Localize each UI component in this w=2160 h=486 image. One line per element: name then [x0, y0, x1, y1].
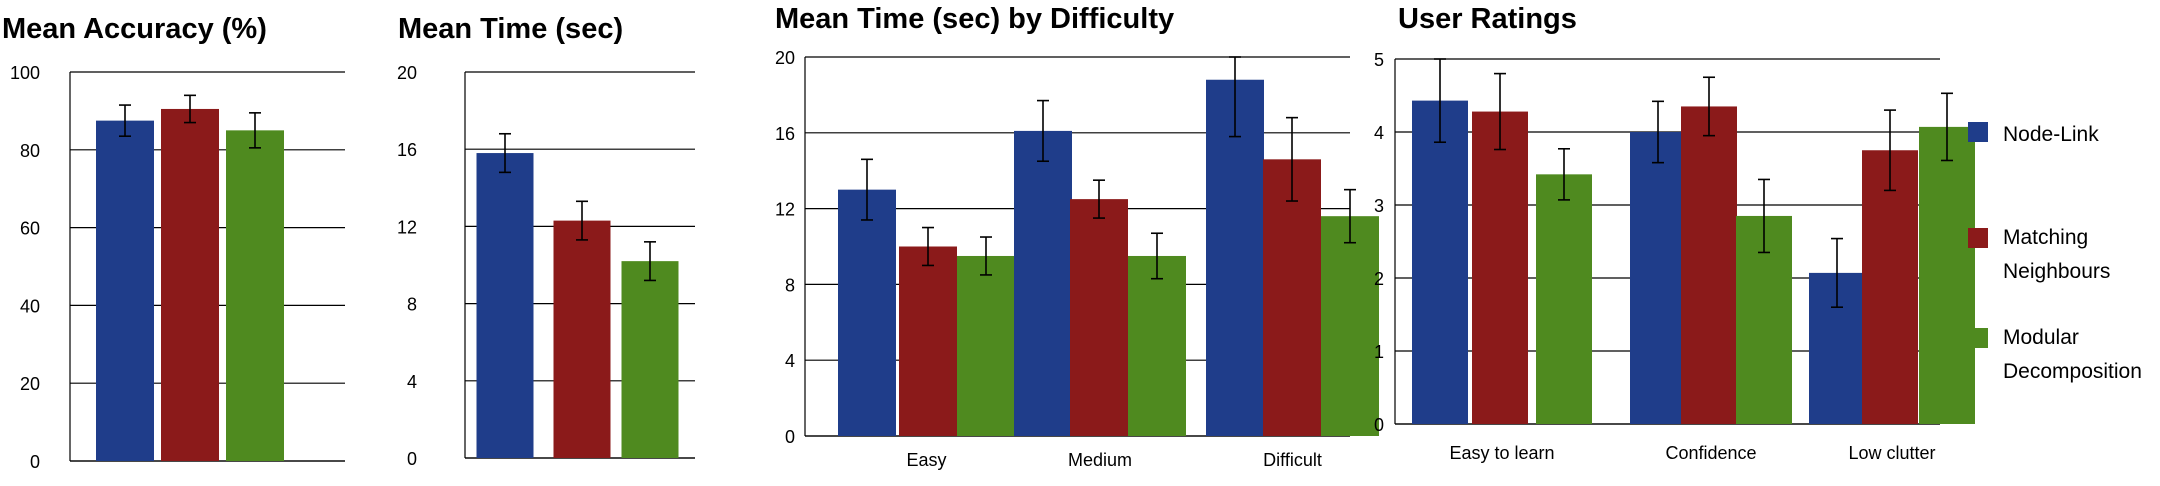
y-tick-label: 0 — [785, 427, 795, 447]
x-tick-label: Medium — [1068, 450, 1132, 470]
bar — [621, 261, 679, 458]
chart-panel-2: Mean Time (sec) 0 4 8 12 16 20 — [397, 13, 695, 469]
bar — [1263, 159, 1321, 436]
bar — [1014, 130, 1072, 436]
bar — [1412, 100, 1468, 425]
bar — [899, 246, 957, 436]
y-tick-label: 100 — [10, 63, 40, 83]
x-tick-label: Low clutter — [1848, 443, 1935, 463]
legend: Node-Link Matching Neighbours Modular Decomp… — [1968, 122, 2142, 383]
y-tick-label: 20 — [775, 48, 795, 68]
y-tick-label: 40 — [20, 296, 40, 316]
chart-panel-3: Mean Time (sec) by Difficulty 0 4 8 12 16 20 Ea… — [775, 3, 1379, 470]
y-tick-label: 0 — [407, 449, 417, 469]
bar — [161, 108, 219, 461]
y-tick-label: 8 — [407, 295, 417, 315]
bar — [1681, 106, 1737, 424]
y-tick-label: 80 — [20, 141, 40, 161]
bar — [1536, 174, 1592, 424]
legend-label: Decomposition — [2003, 360, 2142, 383]
y-tick-label: 8 — [785, 275, 795, 295]
chart-panel-4: User Ratings 0 1 2 3 4 5 Easy to learn Confidenc… — [1374, 3, 1975, 463]
legend-label: Neighbours — [2003, 260, 2110, 283]
y-tick-label: 3 — [1374, 196, 1384, 216]
bar — [1862, 150, 1918, 424]
bar — [96, 120, 154, 461]
y-tick-label: 2 — [1374, 269, 1384, 289]
legend-label: Node-Link — [2003, 123, 2099, 146]
bar — [476, 153, 534, 458]
chart-title: User Ratings — [1398, 3, 1577, 35]
x-tick-label: Easy to learn — [1449, 443, 1554, 463]
bar — [1630, 132, 1686, 424]
y-tick-label: 4 — [785, 351, 795, 371]
y-tick-label: 0 — [30, 452, 40, 472]
y-tick-label: 4 — [407, 372, 417, 392]
x-tick-label: Easy — [906, 450, 946, 470]
bar — [1070, 199, 1128, 436]
y-tick-label: 0 — [1374, 415, 1384, 435]
chart-title: Mean Time (sec) — [398, 13, 623, 45]
bar — [1206, 79, 1264, 437]
bar — [1919, 126, 1975, 424]
y-tick-label: 12 — [397, 217, 417, 237]
bar — [1321, 216, 1379, 436]
bar — [1472, 111, 1528, 424]
legend-label: Modular — [2003, 326, 2079, 349]
legend-swatch — [1968, 228, 1988, 248]
y-tick-label: 60 — [20, 219, 40, 239]
y-tick-label: 12 — [775, 200, 795, 220]
y-tick-label: 1 — [1374, 342, 1384, 362]
chart-panel-1: Mean Accuracy (%) 0 20 40 60 80 100 — [2, 13, 345, 472]
chart-title: Mean Time (sec) by Difficulty — [775, 3, 1174, 35]
y-tick-label: 20 — [397, 63, 417, 83]
legend-swatch — [1968, 328, 1988, 348]
y-tick-label: 16 — [397, 140, 417, 160]
bar — [226, 130, 284, 461]
bar — [957, 255, 1015, 436]
y-tick-label: 4 — [1374, 123, 1384, 143]
chart-title: Mean Accuracy (%) — [2, 13, 267, 45]
legend-swatch — [1968, 122, 1988, 142]
x-tick-label: Confidence — [1665, 443, 1756, 463]
legend-label: Matching — [2003, 226, 2088, 249]
bar — [553, 220, 611, 458]
x-tick-label: Difficult — [1263, 450, 1322, 470]
y-tick-label: 16 — [775, 124, 795, 144]
bar — [838, 189, 896, 436]
y-tick-label: 5 — [1374, 50, 1384, 70]
y-tick-label: 20 — [20, 374, 40, 394]
bar — [1128, 255, 1186, 436]
